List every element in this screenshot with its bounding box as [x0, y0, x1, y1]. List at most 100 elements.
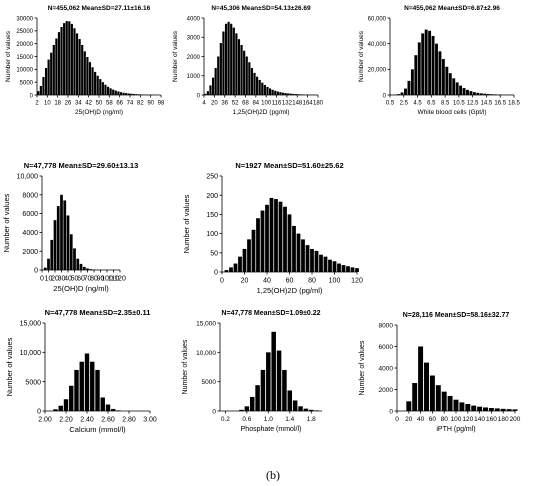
x-tick-label: 14.5 — [481, 101, 493, 107]
bar — [249, 396, 255, 411]
chart-5: N=1927 Mean±SD=51.60±25.6205010015020025… — [182, 161, 363, 295]
y-axis-label: Number of values — [2, 193, 11, 252]
y-axis-label: Number of values — [172, 30, 179, 82]
bar — [265, 204, 269, 272]
chart-2: N=45,306 Mean±SD=54.13±26.69 0 1000 2000 300… — [172, 5, 324, 116]
x-tick-label: 68 — [242, 101, 249, 107]
y-tick-label: 20,000 — [368, 68, 387, 74]
bar — [47, 59, 50, 95]
x-tick-label: 180 — [498, 416, 509, 423]
bar — [337, 263, 341, 272]
y-tick-label: 0 — [389, 408, 393, 415]
y-tick-label: 2000 — [379, 387, 394, 394]
bar — [114, 90, 117, 95]
bar — [69, 234, 73, 270]
y-tick-label: 8000 — [22, 192, 38, 199]
bar — [341, 265, 346, 272]
bar — [117, 91, 120, 95]
bar — [81, 44, 84, 95]
bar — [256, 218, 260, 272]
bar — [130, 93, 133, 95]
bar — [412, 383, 418, 411]
bar — [63, 200, 67, 270]
x-tick-label: 40 — [64, 276, 72, 283]
x-tick-label: 10.5 — [453, 101, 465, 107]
bar — [279, 92, 282, 95]
x-axis-label: Phosphate (mmol/l) — [241, 426, 302, 433]
bar — [486, 93, 490, 95]
bar — [239, 409, 244, 411]
bar — [346, 266, 350, 272]
bar — [465, 404, 471, 411]
bar — [60, 26, 63, 95]
x-tick-label: 180 — [313, 101, 324, 107]
bar — [233, 263, 238, 272]
x-tick-label: 34 — [75, 101, 82, 107]
x-tick-label: 20 — [405, 416, 413, 423]
x-tick-label: 80 — [308, 278, 316, 285]
x-tick-label: 40 — [417, 416, 425, 423]
bar — [140, 94, 143, 95]
bar — [441, 391, 447, 411]
bar — [227, 21, 230, 96]
bar — [494, 408, 500, 411]
y-tick-label: 30000 — [16, 16, 33, 22]
bar — [445, 66, 449, 95]
chart-title: N=45,306 Mean±SD=54.13±26.69 — [211, 5, 311, 12]
x-tick-label: 40 — [263, 278, 271, 285]
x-tick-label: 70 — [84, 276, 92, 283]
bar — [298, 406, 303, 411]
bar — [83, 51, 86, 95]
bar — [261, 82, 264, 95]
bar — [506, 409, 512, 411]
x-tick-label: 84 — [252, 101, 259, 107]
bar — [86, 57, 89, 95]
bar — [44, 68, 48, 95]
bar — [63, 23, 66, 96]
bar — [287, 390, 293, 411]
x-tick-label: 0 — [220, 278, 224, 285]
bar — [112, 89, 115, 95]
y-tick-label: 150 — [206, 212, 218, 219]
x-tick-label: 12.5 — [467, 101, 479, 107]
y-tick-label: 40,000 — [368, 42, 387, 48]
bar — [63, 399, 69, 411]
bar — [76, 258, 80, 270]
bar — [302, 94, 305, 95]
bar — [214, 68, 217, 95]
chart-title: N=47,778 Mean±SD=1.09±0.22 — [221, 310, 320, 317]
chart-8: N=28,116 Mean±SD=58.16±32.77020004000600… — [359, 312, 521, 433]
bar — [137, 94, 141, 95]
x-tick-label: 140 — [474, 416, 485, 423]
x-tick-label: 120 — [114, 276, 126, 283]
bar — [88, 62, 92, 95]
x-tick-label: 132 — [282, 101, 293, 107]
y-tick-label: 10000 — [16, 68, 33, 74]
bar — [397, 94, 401, 95]
y-tick-label: 2000 — [187, 55, 201, 61]
bar — [296, 233, 301, 272]
bar — [435, 43, 438, 95]
chart-6: N=47,778 Mean±SD=2.35±0.11 0 5000 10,000 15,… — [5, 308, 157, 434]
chart-title: N=1927 Mean±SD=51.60±25.62 — [235, 161, 343, 170]
bar — [490, 94, 494, 95]
bar — [224, 23, 228, 95]
x-tick-label: 0.2 — [221, 416, 230, 423]
bar — [493, 94, 497, 95]
bar — [52, 44, 55, 95]
x-tick-label: 42 — [85, 101, 92, 107]
bar — [222, 31, 225, 96]
x-tick-label: 2.20 — [59, 417, 73, 424]
x-tick-label: 10 — [44, 101, 51, 107]
bar — [105, 404, 111, 411]
bar — [431, 35, 435, 95]
chart-7: N=47,778 Mean±SD=1.09±0.22 0 5000 10,000 15,… — [182, 310, 322, 433]
bar — [79, 361, 84, 411]
x-tick-label: 50 — [96, 101, 103, 107]
y-tick-label: 0 — [214, 270, 218, 277]
x-tick-label: 120 — [351, 278, 363, 285]
bar — [483, 93, 487, 95]
y-tick-label: 10,000 — [20, 350, 42, 357]
y-tick-label: 4000 — [22, 230, 38, 237]
bar — [65, 21, 68, 95]
